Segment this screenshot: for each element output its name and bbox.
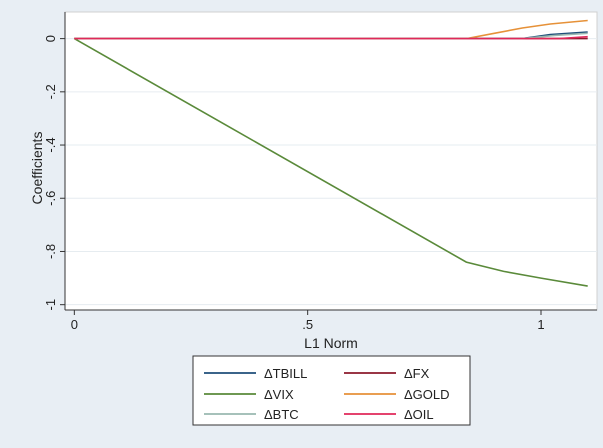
axes [60,12,597,315]
legend-label-5: ΔOIL [404,407,434,422]
y-tick-label-4: -.8 [43,244,58,259]
legend-label-3: ΔGOLD [404,387,450,402]
legend-label-0: ΔTBILL [264,366,307,381]
y-tick-label-5: -1 [43,299,58,311]
series-line-2 [73,37,588,287]
x-axis-label: L1 Norm [304,335,358,351]
y-tick-label-3: -.6 [43,191,58,206]
x-tick-label-2: 1 [537,317,544,332]
legend: ΔTBILL ΔFX ΔVIX ΔGOLD ΔBTC ΔOIL [204,366,450,422]
x-tick-label-0: 0 [71,317,78,332]
y-tick-label-2: -.4 [43,137,58,152]
legend-label-1: ΔFX [404,366,430,381]
legend-label-4: ΔBTC [264,407,299,422]
legend-label-2: ΔVIX [264,387,294,402]
series-line-5 [74,35,588,40]
plot-area [64,11,598,311]
x-tick-label-1: .5 [302,317,313,332]
y-tick-label-1: -.2 [43,84,58,99]
y-axis-label: Coefficients [29,132,45,205]
series-lines [73,19,588,287]
tick-labels: 0 -.2 -.4 -.6 -.8 -1 0 .5 1 [43,35,545,332]
y-tick-label-0: 0 [43,35,58,42]
